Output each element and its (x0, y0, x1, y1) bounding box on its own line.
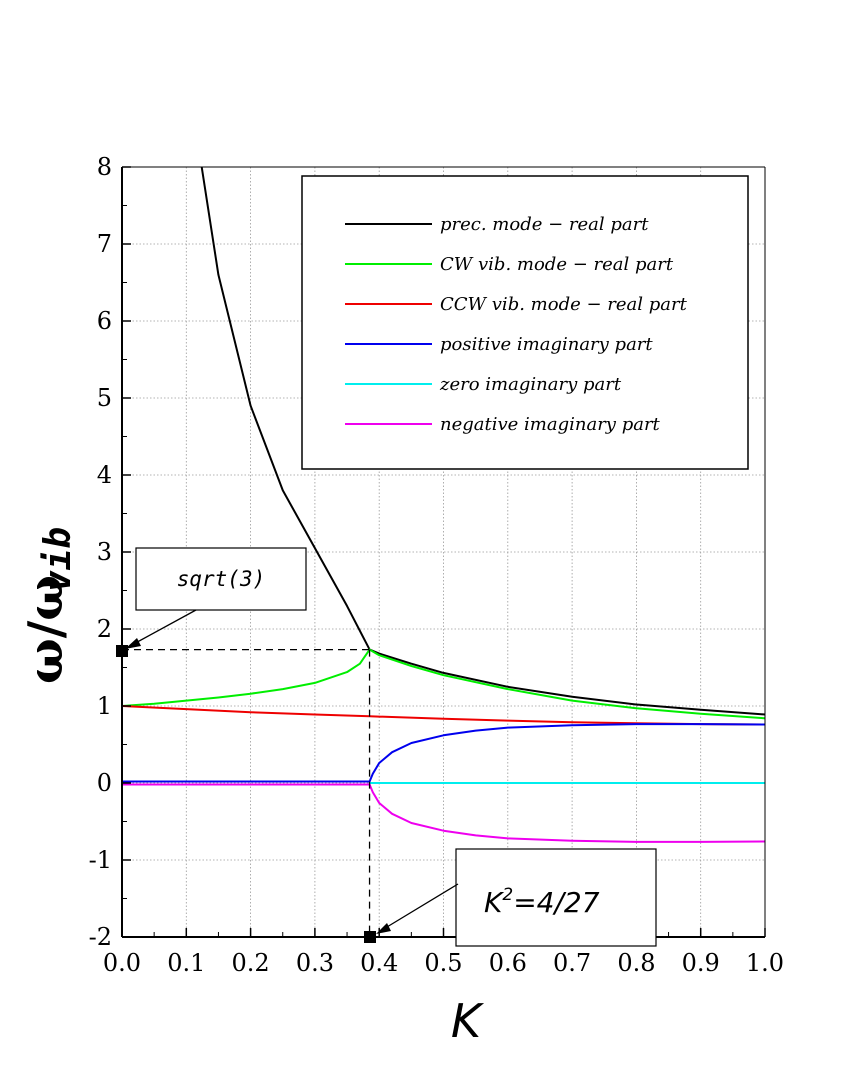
legend-label-5: negative imaginary part (440, 414, 661, 435)
y-tick-label: 4 (97, 461, 112, 489)
y-tick-label: -2 (89, 923, 112, 951)
x-tick-label: 1.0 (746, 949, 784, 977)
series-line-0 (200, 167, 765, 716)
axes (121, 166, 766, 938)
y-tick-label: 2 (97, 615, 112, 643)
y-tick-label: 7 (97, 230, 112, 258)
annotation-k2: K2=4/27 (376, 848, 657, 947)
x-tick-label: 0.5 (424, 949, 462, 977)
guide-lines (122, 648, 371, 937)
x-tick-label: 0.4 (360, 949, 398, 977)
legend-label-3: positive imaginary part (440, 334, 653, 355)
x-axis-label: K (451, 994, 485, 1048)
marker-sqrt3 (116, 645, 128, 657)
annotation-sqrt3-box (135, 547, 307, 611)
annotation-k2-sup: 2 (502, 885, 513, 905)
legend: prec. mode − real part CW vib. mode − rea… (301, 175, 749, 470)
y-axis-label-subscript: vib (38, 527, 79, 592)
x-tick-label: 0.1 (167, 949, 205, 977)
y-axis-label-main: ω/ω (18, 575, 74, 684)
annotation-sqrt3-text: sqrt(3) (177, 567, 266, 591)
legend-label-2: CCW vib. mode − real part (440, 294, 688, 315)
series-line-5 (122, 783, 765, 843)
legend-label-0: prec. mode − real part (440, 214, 649, 235)
tick-labels: 0.0 0.1 0.2 0.3 0.4 0.5 0.6 0.7 0.8 0.9 1.0 -2 -1 0 1 2… (89, 153, 784, 977)
annotation-k2-arrowhead (376, 923, 391, 934)
y-tick-label: 5 (97, 384, 112, 412)
annotation-sqrt3-arrowhead (125, 638, 141, 649)
annotation-k2-rest: =4/27 (513, 886, 600, 919)
y-tick-label: -1 (89, 846, 112, 874)
y-tick-label: 3 (97, 538, 112, 566)
annotation-sqrt3: sqrt(3) (125, 547, 307, 649)
y-tick-label: 0 (97, 769, 112, 797)
x-tick-label: 0.2 (232, 949, 270, 977)
annotation-k2-text: K2=4/27 (484, 885, 600, 919)
x-tick-label: 0.0 (103, 949, 141, 977)
legend-label-1: CW vib. mode − real part (440, 254, 674, 275)
annotation-k2-k: K (484, 886, 505, 919)
annotation-k2-arrow (381, 883, 459, 931)
x-tick-label: 0.9 (682, 949, 720, 977)
x-tick-label: 0.8 (617, 949, 655, 977)
y-tick-label: 1 (97, 692, 112, 720)
series-line-2 (122, 705, 765, 726)
annotation-k2-box (455, 848, 657, 947)
marker-k2 (364, 931, 376, 943)
y-tick-label: 8 (97, 153, 112, 181)
x-tick-label: 0.6 (489, 949, 527, 977)
series-line-1 (122, 648, 765, 720)
x-tick-label: 0.3 (296, 949, 334, 977)
y-tick-label: 6 (97, 307, 112, 335)
annotation-sqrt3-arrow (129, 609, 197, 647)
legend-label-4: zero imaginary part (439, 374, 622, 395)
series-layer (122, 167, 765, 843)
x-tick-label: 0.7 (553, 949, 591, 977)
series-line-3 (122, 723, 765, 783)
y-axis-label: ω/ω vib (18, 527, 79, 684)
